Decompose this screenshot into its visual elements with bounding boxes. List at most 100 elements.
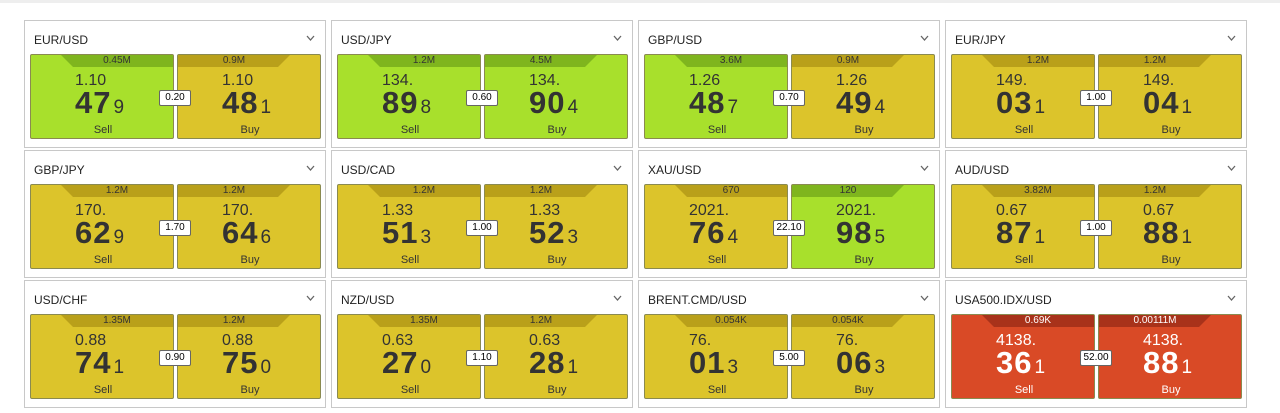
price-fraction: 1 <box>1034 227 1047 248</box>
price-fraction: 9 <box>113 97 126 118</box>
price-fraction: 1 <box>1181 97 1194 118</box>
price-pips: 64 6 <box>222 215 272 251</box>
buy-button[interactable]: 120 2021. 98 5 Buy <box>791 184 935 269</box>
sell-button[interactable]: 3.6M 1.26 48 7 Sell <box>644 54 788 139</box>
price-big: 75 <box>222 345 259 380</box>
price-fraction: 0 <box>420 357 433 378</box>
price-pips: 98 5 <box>836 215 886 251</box>
volume: 0.9M <box>222 55 246 66</box>
dropdown-chevron[interactable] <box>1227 295 1236 301</box>
rate-card: USD/JPY 1.2M 134. 89 8 Sell 4.5M 134. 90 4 Buy 0.60 <box>331 20 633 148</box>
price-pips: 89 8 <box>382 85 432 121</box>
volume: 1.2M <box>529 185 553 196</box>
volume: 1.2M <box>222 315 246 326</box>
dropdown-chevron[interactable] <box>920 165 929 171</box>
side-label: Buy <box>1161 124 1181 136</box>
price-pips: 48 7 <box>689 85 739 121</box>
volume-tab: 4.5M <box>485 55 597 67</box>
price-fraction: 1 <box>567 357 580 378</box>
pair-name: GBP/JPY <box>34 163 85 177</box>
price-pips: 27 0 <box>382 345 432 381</box>
price-fraction: 1 <box>113 357 126 378</box>
sell-button[interactable]: 670 2021. 76 4 Sell <box>644 184 788 269</box>
price-fraction: 8 <box>420 97 433 118</box>
price-big: 62 <box>75 215 112 250</box>
volume: 1.35M <box>103 315 131 326</box>
side-label: Sell <box>707 254 727 266</box>
price-big: 88 <box>1143 345 1180 380</box>
side-label: Buy <box>547 254 567 266</box>
volume: 4.5M <box>529 55 553 66</box>
volume: 0.45M <box>103 55 131 66</box>
volume-tab: 1.35M <box>368 315 480 327</box>
price-handle: 134. <box>382 72 414 89</box>
buy-button[interactable]: 0.054K 76. 06 3 Buy <box>791 314 935 399</box>
pair-name: USD/JPY <box>341 33 392 47</box>
sell-button[interactable]: 1.2M 170. 62 9 Sell <box>30 184 174 269</box>
price-pips: 47 9 <box>75 85 125 121</box>
rate-card: EUR/USD 0.45M 1.10 47 9 Sell 0.9M 1.10 48 1 Buy 0.2… <box>24 20 326 148</box>
volume-tab: 1.2M <box>1099 185 1211 197</box>
price-big: 89 <box>382 85 419 120</box>
price-handle: 2021. <box>836 202 877 219</box>
buy-button[interactable]: 1.2M 0.88 75 0 Buy <box>177 314 321 399</box>
price-big: 74 <box>75 345 112 380</box>
buy-button[interactable]: 1.2M 170. 64 6 Buy <box>177 184 321 269</box>
buy-button[interactable]: 1.2M 1.33 52 3 Buy <box>484 184 628 269</box>
dropdown-chevron[interactable] <box>613 165 622 171</box>
dropdown-chevron[interactable] <box>306 165 315 171</box>
sell-button[interactable]: 1.35M 0.63 27 0 Sell <box>337 314 481 399</box>
dropdown-chevron[interactable] <box>920 35 929 41</box>
rate-card: EUR/JPY 1.2M 149. 03 1 Sell 1.2M 149. 04 1 Buy 1.00 <box>945 20 1247 148</box>
dropdown-chevron[interactable] <box>613 295 622 301</box>
side-label: Sell <box>707 384 727 396</box>
spread: 0.90 <box>159 350 191 366</box>
buy-button[interactable]: 0.9M 1.26 49 4 Buy <box>791 54 935 139</box>
price-handle: 1.10 <box>222 72 254 89</box>
volume: 1.2M <box>1026 55 1050 66</box>
side-label: Buy <box>240 384 260 396</box>
price-handle: 149. <box>1143 72 1175 89</box>
sell-button[interactable]: 0.054K 76. 01 3 Sell <box>644 314 788 399</box>
price-pips: 88 1 <box>1143 215 1193 251</box>
buy-button[interactable]: 1.2M 149. 04 1 Buy <box>1098 54 1242 139</box>
price-fraction: 1 <box>1181 357 1194 378</box>
price-fraction: 4 <box>567 97 580 118</box>
sell-button[interactable]: 1.35M 0.88 74 1 Sell <box>30 314 174 399</box>
spread: 5.00 <box>773 350 805 366</box>
dropdown-chevron[interactable] <box>1227 35 1236 41</box>
dropdown-chevron[interactable] <box>613 35 622 41</box>
rate-card: GBP/JPY 1.2M 170. 62 9 Sell 1.2M 170. 64 6 Buy 1.70 <box>24 150 326 278</box>
price-big: 04 <box>1143 85 1180 120</box>
dropdown-chevron[interactable] <box>306 35 315 41</box>
price-fraction: 1 <box>1181 227 1194 248</box>
price-handle: 149. <box>996 72 1028 89</box>
buy-button[interactable]: 0.00111M 4138. 88 1 Buy <box>1098 314 1242 399</box>
volume-tab: 1.2M <box>368 55 480 67</box>
rate-card: BRENT.CMD/USD 0.054K 76. 01 3 Sell 0.054K 76. 06… <box>638 280 940 408</box>
price-handle: 76. <box>689 332 712 349</box>
buy-button[interactable]: 4.5M 134. 90 4 Buy <box>484 54 628 139</box>
volume-tab: 3.6M <box>675 55 787 67</box>
buy-button[interactable]: 1.2M 0.63 28 1 Buy <box>484 314 628 399</box>
pair-name: AUD/USD <box>955 163 1010 177</box>
sell-button[interactable]: 1.2M 149. 03 1 Sell <box>951 54 1095 139</box>
sell-button[interactable]: 0.69K 4138. 36 1 Sell <box>951 314 1095 399</box>
buy-button[interactable]: 1.2M 0.67 88 1 Buy <box>1098 184 1242 269</box>
volume-tab: 1.2M <box>61 185 173 197</box>
price-handle: 0.88 <box>75 332 107 349</box>
sell-button[interactable]: 1.2M 1.33 51 3 Sell <box>337 184 481 269</box>
dropdown-chevron[interactable] <box>920 295 929 301</box>
price-big: 88 <box>1143 215 1180 250</box>
side-label: Buy <box>1161 384 1181 396</box>
dropdown-chevron[interactable] <box>306 295 315 301</box>
sell-button[interactable]: 1.2M 134. 89 8 Sell <box>337 54 481 139</box>
sell-button[interactable]: 3.82M 0.67 87 1 Sell <box>951 184 1095 269</box>
dropdown-chevron[interactable] <box>1227 165 1236 171</box>
pair-name: GBP/USD <box>648 33 703 47</box>
sell-button[interactable]: 0.45M 1.10 47 9 Sell <box>30 54 174 139</box>
buy-button[interactable]: 0.9M 1.10 48 1 Buy <box>177 54 321 139</box>
volume-tab: 0.45M <box>61 55 173 67</box>
price-handle: 2021. <box>689 202 730 219</box>
pair-name: EUR/JPY <box>955 33 1006 47</box>
